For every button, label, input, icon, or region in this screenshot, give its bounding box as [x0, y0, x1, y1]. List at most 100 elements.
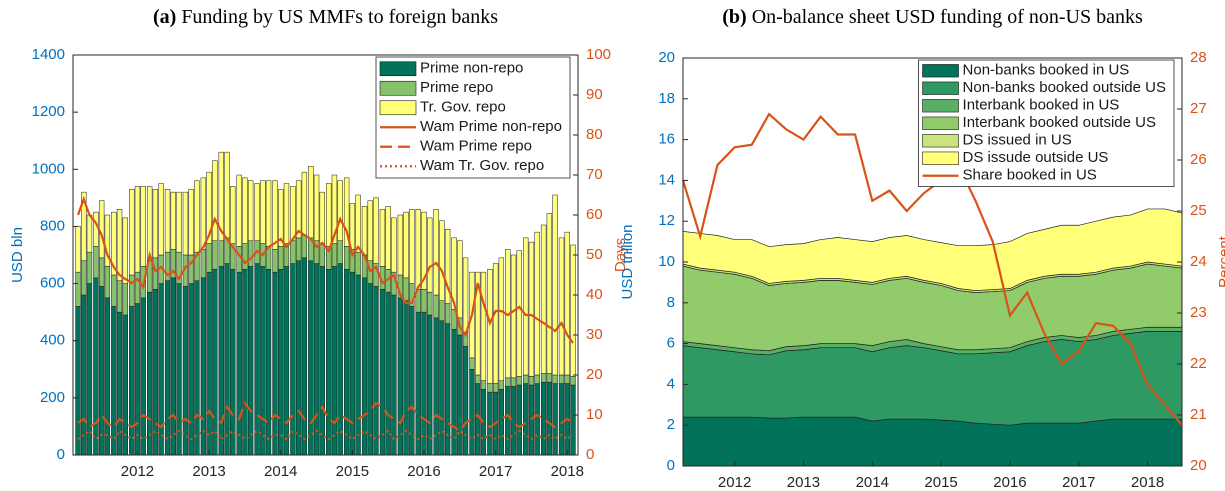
bar-segment [242, 269, 248, 456]
bar-segment [140, 297, 146, 456]
bar-segment [104, 297, 111, 456]
bar-segment [444, 229, 451, 304]
bar-segment [295, 180, 302, 239]
bar-segment [212, 269, 218, 456]
bar-segment [272, 249, 278, 273]
bar-segment [319, 266, 325, 456]
x-tick-label: 2016 [407, 463, 440, 480]
bar-segment [247, 180, 254, 241]
bar-segment [451, 237, 457, 310]
chart-title: (b) On-balance sheet USD funding of non-… [722, 6, 1143, 28]
bar-segment [433, 209, 439, 296]
legend-swatch [379, 100, 417, 116]
bar-segment [93, 246, 99, 279]
bar-segment [475, 383, 481, 456]
y2-tick-label: 20 [1190, 457, 1207, 474]
y-axis-label: USD bln [9, 227, 26, 283]
legend-label: Interbank booked in US [963, 97, 1120, 114]
line [77, 400, 574, 433]
bar-segment [487, 269, 493, 384]
bar-segment [397, 214, 404, 276]
legend-swatch [922, 99, 959, 113]
bar-segment [516, 250, 522, 377]
bar-segment [86, 214, 93, 253]
bar-segment [176, 283, 182, 456]
bar-segment [75, 306, 81, 456]
bar-segment [439, 300, 445, 321]
bar-segment [104, 214, 111, 267]
bar-segment [301, 171, 308, 236]
bar-segment [337, 240, 343, 264]
y2-tick-label: 20 [586, 366, 603, 383]
bar-segment [343, 177, 350, 247]
bar-segment [278, 269, 284, 456]
bar-segment [188, 283, 194, 456]
bar-segment [349, 271, 356, 456]
bar-segment [469, 369, 475, 456]
bar-segment [337, 180, 343, 241]
y-tick-label: 6 [667, 335, 675, 352]
bar-segment [93, 277, 99, 456]
bar-segment [242, 177, 248, 244]
legend-label: Wam Prime non-repo [420, 118, 562, 135]
x-tick-label: 2017 [1062, 474, 1095, 491]
bar-segment [433, 317, 439, 456]
bar-segment [236, 271, 242, 456]
y-tick-label: 0 [57, 446, 65, 463]
bar-segment [122, 217, 128, 284]
bar-segment [200, 249, 207, 279]
bar-segment [290, 263, 296, 456]
bar-segment [498, 389, 505, 456]
bar-segment [134, 186, 141, 273]
y2-tick-label: 22 [1190, 355, 1207, 372]
bar-segment [313, 174, 320, 241]
y2-tick-label: 24 [1190, 253, 1207, 270]
legend-swatch [379, 80, 417, 96]
bar-segment [427, 314, 433, 456]
bar-segment [433, 294, 439, 319]
bar-segment [343, 246, 350, 270]
line [77, 429, 574, 441]
y-tick-label: 0 [667, 457, 675, 474]
x-tick-label: 2013 [787, 474, 820, 491]
bar-segment [254, 263, 260, 456]
x-tick-label: 2015 [336, 463, 369, 480]
bar-segment [212, 160, 218, 241]
bar-segment [498, 257, 505, 381]
bar-segment [111, 211, 117, 276]
bar-segment [367, 283, 373, 456]
bar-segment [427, 291, 433, 316]
y2-tick-label: 21 [1190, 406, 1207, 423]
legend-label: Interbank booked outside US [963, 114, 1156, 131]
bar-segment [116, 209, 123, 281]
bar-segment [247, 266, 254, 456]
bar-segment [164, 251, 171, 281]
bar-segment [224, 263, 230, 456]
bar-segment [260, 266, 266, 456]
bar-segment [379, 289, 386, 456]
line [76, 195, 574, 344]
x-tick-label: 2016 [993, 474, 1026, 491]
bar-segment [505, 386, 511, 456]
bar-segment [111, 306, 117, 456]
bar-segment [81, 260, 87, 296]
bar-segment [546, 381, 553, 456]
bar-segment [373, 197, 379, 264]
bar-segment [104, 266, 111, 299]
y-tick-label: 800 [40, 217, 65, 234]
bar-segment [480, 380, 487, 390]
bar-segment [516, 384, 522, 456]
x-tick-label: 2013 [192, 463, 225, 480]
y2-tick-label: 10 [586, 406, 603, 423]
bar-segment [439, 220, 445, 301]
y2-tick-label: 60 [586, 206, 603, 223]
bar-segment [272, 271, 278, 456]
bar-segment [415, 311, 421, 456]
legend-label: Wam Tr. Gov. repo [420, 157, 544, 174]
legend-label: Prime non-repo [420, 60, 523, 77]
bar-segment [534, 374, 540, 384]
bar-segment [194, 180, 200, 253]
bar-segment [265, 269, 272, 456]
bar-segment [152, 257, 159, 290]
bar-segment [451, 329, 457, 456]
